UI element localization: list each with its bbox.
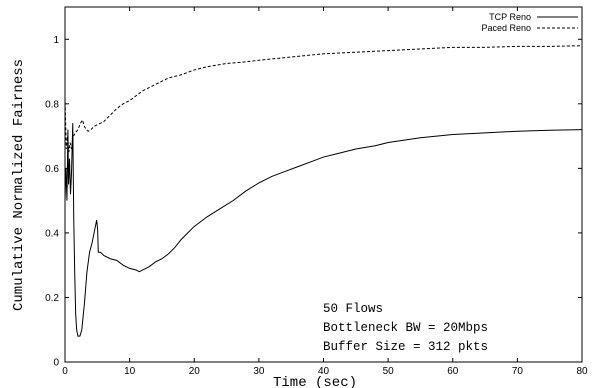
annotation-flows: 50 Flows: [323, 302, 383, 316]
x-tick-label: 20: [189, 366, 201, 377]
x-tick-label: 70: [512, 366, 524, 377]
y-tick-label: 0.6: [45, 164, 59, 175]
x-tick-label: 0: [62, 366, 68, 377]
x-tick-label: 40: [318, 366, 330, 377]
x-tick-label: 10: [124, 366, 136, 377]
legend: TCP Reno Paced Reno: [481, 12, 578, 33]
y-tick-label: 0.8: [45, 99, 59, 110]
annotation-bandwidth: Bottleneck BW = 20Mbps: [323, 321, 488, 335]
series-line-tcp-reno: [64, 123, 583, 337]
x-tick-label: 50: [383, 366, 395, 377]
x-axis-title: Time (sec): [273, 375, 357, 388]
annotation-buffer: Buffer Size = 312 pkts: [323, 340, 488, 354]
axis-ticks: 0 10 20 30 40 50 60 70 80 0 0.2 0.4 0.6 0.8 1: [45, 7, 588, 377]
legend-label-paced-reno: Paced Reno: [481, 23, 531, 33]
y-axis-title: Cumulative Normalized Fairness: [11, 59, 27, 311]
y-tick-label: 0: [53, 358, 59, 369]
legend-label-tcp-reno: TCP Reno: [489, 12, 531, 22]
series-line-paced-reno: [64, 45, 583, 153]
x-tick-label: 60: [447, 366, 459, 377]
annotation-block: 50 Flows Bottleneck BW = 20Mbps Buffer S…: [323, 302, 488, 354]
x-tick-label: 30: [253, 366, 265, 377]
y-tick-label: 1: [53, 35, 59, 46]
x-tick-label: 80: [576, 366, 588, 377]
y-tick-label: 0.2: [45, 293, 59, 304]
y-tick-label: 0.4: [45, 228, 59, 239]
series-layer: [64, 45, 583, 337]
